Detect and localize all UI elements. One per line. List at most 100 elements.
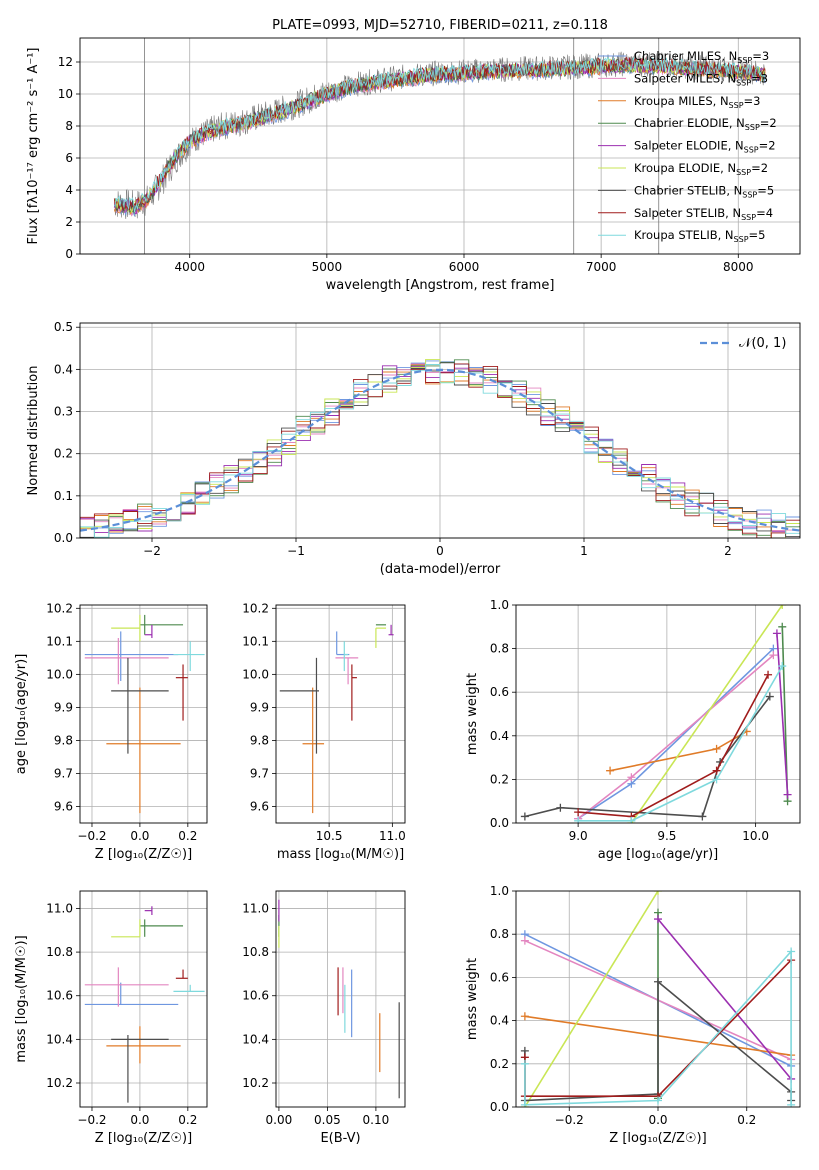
x-tick-label: 11.0 (379, 829, 406, 843)
series-marker (712, 766, 721, 775)
x-axis-label: Z [log₁₀(Z/Z☉)] (609, 1131, 706, 1146)
errorbar-salpeter_miles (335, 657, 359, 685)
x-tick-label: 10.5 (316, 829, 343, 843)
errorbar-kroupa_miles (106, 1026, 181, 1064)
plot-area (113, 38, 766, 254)
y-tick-label: 0.0 (54, 531, 73, 545)
series-marker (769, 651, 778, 660)
errorbar-kroupa_stelib (173, 984, 205, 992)
plot-area (520, 605, 792, 823)
y-tick-label: 10.1 (242, 634, 269, 648)
series-chabrier_stelib (520, 692, 774, 821)
y-tick-label: 10.8 (46, 945, 73, 959)
panel-massweight_vs_Z: −0.2 0.0 0.2 0.0 0.2 0.4 0.6 0.8 1.0 Z [log₁₀(Z/Z… (465, 884, 801, 1146)
x-axis-label: mass [log₁₀(M/M☉)] (277, 847, 404, 862)
series-kroupa_elodie (627, 605, 787, 823)
x-tick-label: 6000 (449, 260, 480, 274)
series-line (524, 891, 659, 1107)
y-tick-label: 10.0 (242, 667, 269, 681)
y-tick-label: 0.4 (490, 729, 509, 743)
panel-mass_vs_ebv: 0.00 0.05 0.10 10.2 10.4 10.6 10.8 11.0 E(B-V) (242, 890, 406, 1146)
errorbar-kroupa_elodie (111, 919, 141, 938)
axes-frame (79, 890, 208, 1108)
errorbar-kroupa_miles (106, 687, 181, 814)
panel-massweight_vs_age: 9.0 9.5 10.0 0.0 0.2 0.4 0.6 0.8 1.0 age [log₁₀(a… (465, 598, 801, 862)
histogram-kroupa_stelib (80, 364, 800, 538)
y-tick-label: 0.2 (490, 772, 509, 786)
panel-residuals: −2 −1 0 1 2 0.0 0.1 0.2 0.3 0.4 0.5 (data-model)/er… (26, 320, 801, 577)
histogram-kroupa_miles (80, 364, 800, 538)
y-tick-label: 11.0 (46, 901, 73, 915)
legend-label: Chabrier MILES, NSSP=3 (634, 49, 769, 65)
series-marker (778, 622, 787, 631)
series-marker (627, 816, 636, 823)
model-spectrum-kroupa_elodie (113, 57, 766, 213)
panel-age_vs_Z: −0.2 0.0 0.2 9.6 9.7 9.8 9.9 10.0 10.1 10.2 Z [log… (14, 601, 208, 862)
series-marker (765, 692, 774, 701)
errorbar-salpeter_elodie (388, 624, 394, 636)
y-tick-label: 9.8 (250, 733, 269, 747)
series-marker (778, 662, 787, 671)
errorbar-kroupa_elodie (375, 627, 387, 648)
errorbar-salpeter_miles (84, 967, 169, 1007)
series-marker (654, 915, 662, 924)
x-axis-label: (data-model)/error (380, 562, 501, 577)
y-tick-label: 9.7 (54, 766, 73, 780)
series-salpeter_elodie (772, 629, 792, 799)
panel-mass_vs_Z: −0.2 0.0 0.2 10.2 10.4 10.6 10.8 11.0 Z [log₁₀(Z… (14, 890, 208, 1146)
errorbar-kroupa_stelib (343, 641, 349, 672)
x-tick-label: 8000 (723, 260, 754, 274)
axes-frame (275, 890, 406, 1108)
legend-label: Chabrier STELIB, NSSP=5 (634, 183, 774, 199)
x-tick-label: 1 (580, 544, 588, 558)
y-tick-label: 0.6 (490, 685, 509, 699)
series-marker (627, 773, 636, 782)
grid (80, 891, 207, 1107)
plot-area (279, 624, 394, 814)
legend-label: Kroupa MILES, NSSP=3 (634, 94, 760, 110)
y-axis-label: mass [log₁₀(M/M☉)] (14, 935, 29, 1062)
plot-area (80, 358, 800, 538)
legend-label: Salpeter MILES, NSSP=3 (634, 71, 768, 87)
plot-area (84, 614, 205, 814)
errorbar-salpeter_miles (84, 638, 169, 685)
series-marker (556, 803, 565, 812)
errorbar-chabrier_miles (336, 631, 350, 656)
x-tick-label: −1 (287, 544, 305, 558)
series-marker (787, 1100, 796, 1107)
grid (276, 605, 405, 823)
series-line (630, 605, 783, 823)
legend-label: Salpeter ELODIE, NSSP=2 (634, 139, 776, 155)
y-tick-label: 1.0 (490, 884, 509, 898)
series-marker (712, 744, 721, 753)
y-tick-label: 9.6 (250, 799, 269, 813)
x-tick-label: 9.5 (657, 829, 676, 843)
y-tick-label: 10.4 (46, 1032, 73, 1046)
x-tick-label: −0.2 (77, 1113, 106, 1127)
y-tick-label: 10.1 (46, 634, 73, 648)
series-marker (764, 670, 773, 679)
grid (276, 891, 405, 1107)
errorbar-chabrier_elodie (139, 919, 184, 937)
y-tick-label: 0.1 (54, 489, 73, 503)
series-marker (712, 775, 721, 784)
x-tick-label: 2 (724, 544, 732, 558)
errorbar-kroupa_miles (302, 687, 325, 814)
series-marker (654, 891, 662, 895)
series-kroupa_elodie (520, 891, 662, 1107)
series-marker (574, 816, 583, 823)
y-tick-label: 9.7 (250, 766, 269, 780)
series-marker (778, 605, 787, 609)
y-tick-label: 0.2 (54, 447, 73, 461)
y-tick-label: 10.4 (242, 1032, 269, 1046)
series-kroupa_miles (606, 727, 751, 775)
model-spectrum-kroupa_stelib (113, 56, 766, 213)
x-tick-label: 0.00 (266, 1113, 293, 1127)
axes-frame (79, 37, 801, 255)
legend-label: Kroupa ELODIE, NSSP=2 (634, 161, 768, 177)
legend-label: Kroupa STELIB, NSSP=5 (634, 228, 765, 244)
errorbar-salpeter_stelib (175, 664, 188, 721)
series-line (577, 654, 774, 820)
y-tick-label: 10 (58, 87, 73, 101)
legend-label: Chabrier ELODIE, NSSP=2 (634, 116, 777, 132)
